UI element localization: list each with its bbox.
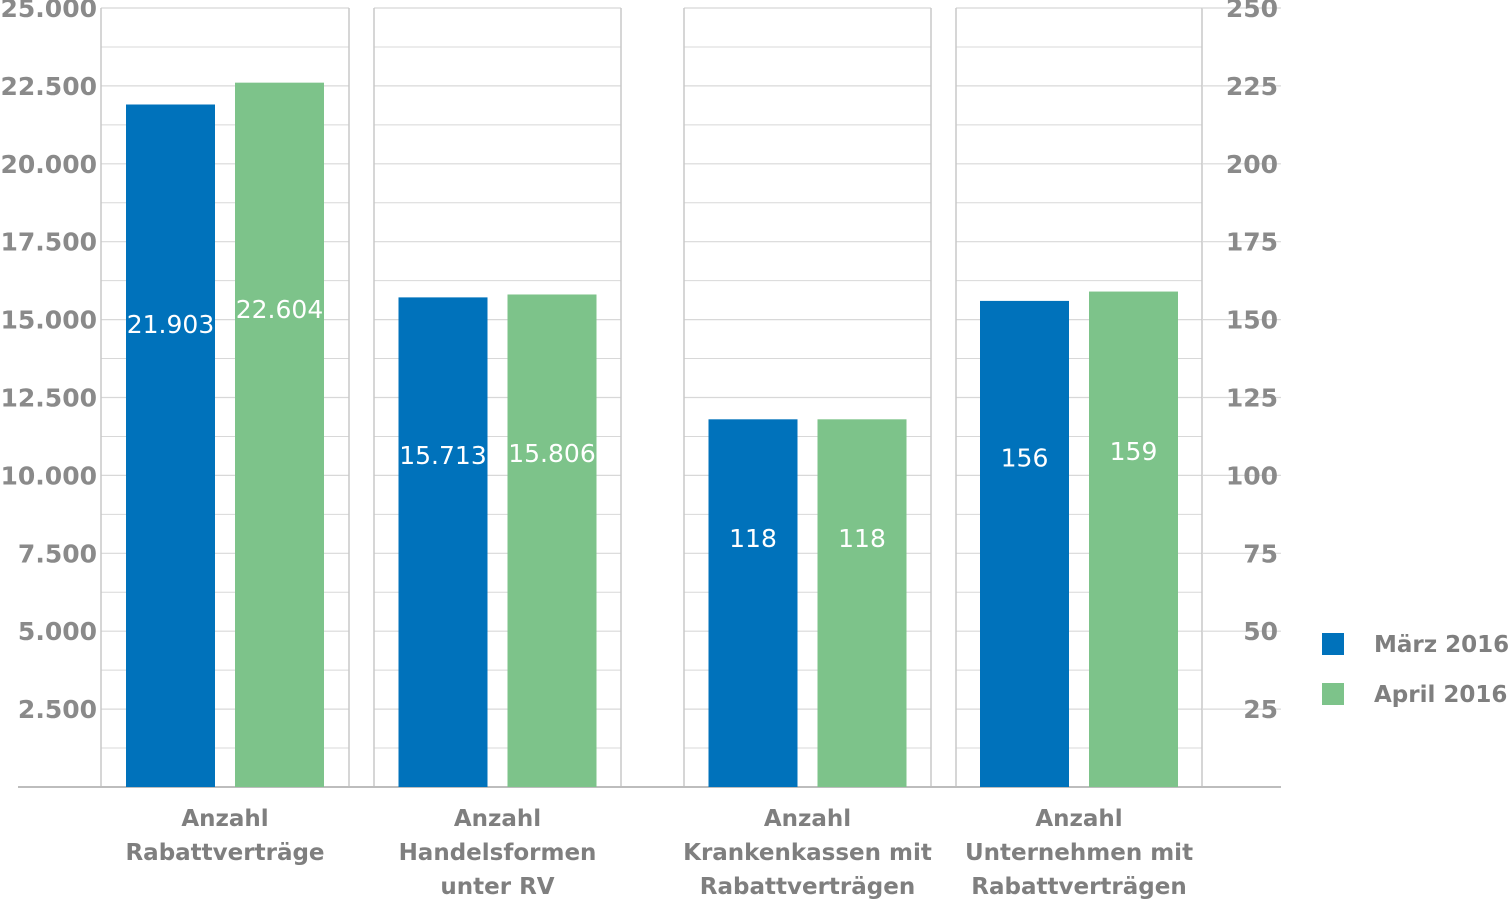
bar — [126, 104, 215, 788]
left-y-tick-label: 15.000 — [1, 306, 97, 335]
category-label: Anzahl — [454, 806, 541, 832]
data-label: 118 — [729, 524, 777, 553]
category-label: Handelsformen — [399, 840, 597, 866]
bar — [398, 297, 488, 787]
right-y-tick-label: 100 — [1226, 461, 1278, 490]
left-y-tick-label: 22.500 — [1, 72, 97, 101]
data-label: 159 — [1110, 437, 1158, 466]
category-label: unter RV — [440, 874, 554, 900]
category-label: Rabattverträgen — [971, 874, 1186, 900]
bar — [817, 419, 907, 787]
bar — [235, 82, 324, 787]
data-label: 156 — [1001, 443, 1049, 472]
legend-label: März 2016 — [1374, 632, 1509, 658]
data-label: 22.604 — [236, 295, 323, 324]
right-y-tick-label: 150 — [1226, 306, 1278, 335]
left-y-tick-label: 7.500 — [18, 539, 97, 568]
category-label: Anzahl — [181, 806, 268, 832]
left-y-tick-label: 17.500 — [1, 228, 97, 257]
category-label: Rabattverträgen — [700, 874, 915, 900]
left-y-tick-label: 25.000 — [1, 0, 97, 23]
data-label: 21.903 — [127, 310, 214, 339]
legend-label: April 2016 — [1374, 682, 1507, 708]
legend-swatch — [1322, 633, 1344, 655]
left-y-tick-label: 5.000 — [18, 617, 97, 646]
right-y-tick-label: 75 — [1243, 539, 1278, 568]
right-y-tick-label: 250 — [1226, 0, 1278, 23]
left-y-tick-label: 12.500 — [1, 384, 97, 413]
right-y-tick-label: 25 — [1243, 695, 1278, 724]
right-y-tick-label: 175 — [1226, 228, 1278, 257]
bar — [1089, 291, 1178, 787]
right-y-tick-label: 200 — [1226, 150, 1278, 179]
data-label: 15.806 — [508, 439, 595, 468]
right-y-tick-label: 50 — [1243, 617, 1278, 646]
bar — [507, 294, 597, 787]
category-label: Unternehmen mit — [965, 840, 1193, 866]
left-y-tick-label: 2.500 — [18, 695, 97, 724]
category-label: Anzahl — [764, 806, 851, 832]
left-y-tick-label: 20.000 — [1, 150, 97, 179]
left-y-tick-label: 10.000 — [1, 461, 97, 490]
category-label: Rabattverträge — [125, 840, 324, 866]
data-label: 15.713 — [399, 441, 486, 470]
data-label: 118 — [838, 524, 886, 553]
category-label: Krankenkassen mit — [683, 840, 932, 866]
bar — [980, 300, 1069, 787]
right-y-tick-label: 225 — [1226, 72, 1278, 101]
bar — [708, 419, 798, 787]
legend-swatch — [1322, 683, 1344, 705]
right-y-tick-label: 125 — [1226, 384, 1278, 413]
category-label: Anzahl — [1035, 806, 1122, 832]
